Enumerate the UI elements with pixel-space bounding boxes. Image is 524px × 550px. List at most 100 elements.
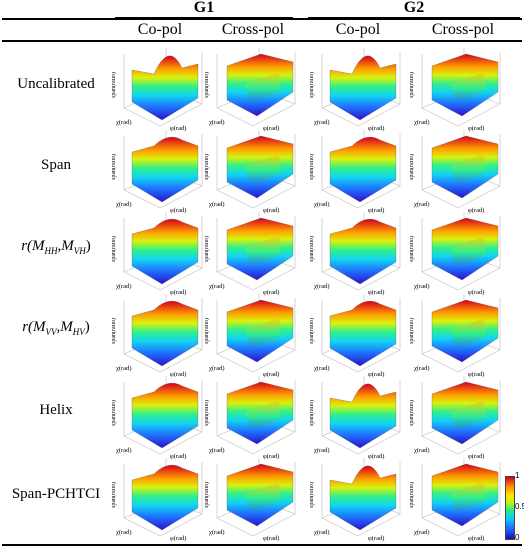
y-axis-label: φ(rad) — [263, 125, 279, 132]
y-axis-label: φ(rad) — [170, 453, 186, 460]
group1-header: G1 — [193, 0, 215, 16]
x-axis-label: χ(rad) — [116, 447, 132, 454]
polarization-signature-plot: span(ratio) χ(rad) φ(rad) — [310, 210, 406, 296]
x-axis-label: χ(rad) — [209, 529, 225, 536]
polarization-signature-plot: span(ratio) χ(rad) φ(rad) — [205, 46, 301, 132]
x-axis-label: χ(rad) — [314, 447, 330, 454]
header-rule — [2, 40, 522, 42]
x-axis-label: χ(rad) — [116, 119, 132, 126]
y-axis-label: φ(rad) — [170, 371, 186, 378]
polarization-signature-plot: span(ratio) χ(rad) φ(rad) — [410, 292, 506, 378]
x-axis-label: χ(rad) — [209, 119, 225, 126]
polarization-signature-plot: span(ratio) χ(rad) φ(rad) — [310, 374, 406, 460]
z-axis-label: span(ratio) — [112, 482, 117, 508]
colorbar-min-label: 0 — [515, 533, 520, 542]
z-axis-label: span(ratio) — [410, 400, 415, 426]
x-axis-label: χ(rad) — [414, 365, 430, 372]
bottom-rule — [2, 544, 522, 546]
z-axis-label: span(ratio) — [112, 154, 117, 180]
x-axis-label: χ(rad) — [414, 447, 430, 454]
y-axis-label: φ(rad) — [263, 207, 279, 214]
polarization-signature-plot: span(ratio) χ(rad) φ(rad) — [410, 46, 506, 132]
y-axis-label: φ(rad) — [170, 289, 186, 296]
z-axis-label: span(ratio) — [112, 72, 117, 98]
polarization-signature-plot: span(ratio) χ(rad) φ(rad) — [205, 456, 301, 542]
x-axis-label: χ(rad) — [314, 201, 330, 208]
col-header-g1-copol: Co-pol — [137, 21, 183, 38]
y-axis-label: φ(rad) — [263, 453, 279, 460]
y-axis-label: φ(rad) — [368, 125, 384, 132]
row-label-r-mvv-mhv: r(MVV,MHV) — [22, 319, 90, 337]
polarization-signature-plot: span(ratio) χ(rad) φ(rad) — [410, 128, 506, 214]
col-header-g1-crosspol: Cross-pol — [221, 21, 285, 38]
z-axis-label: span(ratio) — [112, 400, 117, 426]
x-axis-label: χ(rad) — [116, 365, 132, 372]
col-header-g2-copol: Co-pol — [335, 21, 381, 38]
polarization-signature-plot: span(ratio) χ(rad) φ(rad) — [112, 292, 208, 378]
x-axis-label: χ(rad) — [414, 119, 430, 126]
z-axis-label: span(ratio) — [205, 318, 210, 344]
y-axis-label: φ(rad) — [468, 125, 484, 132]
z-axis-label: span(ratio) — [310, 400, 315, 426]
y-axis-label: φ(rad) — [368, 289, 384, 296]
x-axis-label: χ(rad) — [414, 201, 430, 208]
y-axis-label: φ(rad) — [368, 535, 384, 542]
polarization-signature-plot: span(ratio) χ(rad) φ(rad) — [112, 456, 208, 542]
group1-underline — [115, 17, 293, 18]
x-axis-label: χ(rad) — [209, 365, 225, 372]
y-axis-label: φ(rad) — [468, 289, 484, 296]
y-axis-label: φ(rad) — [263, 371, 279, 378]
polarization-signature-plot: span(ratio) χ(rad) φ(rad) — [310, 128, 406, 214]
x-axis-label: χ(rad) — [116, 283, 132, 290]
polarization-signature-plot: span(ratio) χ(rad) φ(rad) — [205, 292, 301, 378]
z-axis-label: span(ratio) — [205, 236, 210, 262]
y-axis-label: φ(rad) — [170, 535, 186, 542]
z-axis-label: span(ratio) — [205, 72, 210, 98]
x-axis-label: χ(rad) — [314, 529, 330, 536]
polarization-signature-plot: span(ratio) χ(rad) φ(rad) — [205, 374, 301, 460]
x-axis-label: χ(rad) — [314, 365, 330, 372]
y-axis-label: φ(rad) — [468, 535, 484, 542]
x-axis-label: χ(rad) — [414, 283, 430, 290]
x-axis-label: χ(rad) — [209, 201, 225, 208]
polarization-signature-plot: span(ratio) χ(rad) φ(rad) — [112, 374, 208, 460]
y-axis-label: φ(rad) — [468, 453, 484, 460]
z-axis-label: span(ratio) — [410, 154, 415, 180]
x-axis-label: χ(rad) — [116, 201, 132, 208]
row-label-span-pchtci: Span-PCHTCI — [11, 486, 101, 502]
y-axis-label: φ(rad) — [468, 371, 484, 378]
z-axis-label: span(ratio) — [310, 318, 315, 344]
y-axis-label: φ(rad) — [170, 125, 186, 132]
polarization-signature-plot: span(ratio) χ(rad) φ(rad) — [205, 128, 301, 214]
top-rule — [2, 18, 522, 20]
row-label-r-mhh-mvh: r(MHH,MVH) — [21, 238, 91, 256]
y-axis-label: φ(rad) — [368, 207, 384, 214]
z-axis-label: span(ratio) — [410, 236, 415, 262]
y-axis-label: φ(rad) — [368, 371, 384, 378]
col-header-g2-crosspol: Cross-pol — [431, 21, 495, 38]
y-axis-label: φ(rad) — [263, 535, 279, 542]
z-axis-label: span(ratio) — [310, 482, 315, 508]
row-label-helix: Helix — [39, 402, 73, 418]
z-axis-label: span(ratio) — [310, 236, 315, 262]
polarization-signature-plot: span(ratio) χ(rad) φ(rad) — [410, 210, 506, 296]
group2-header: G2 — [403, 0, 425, 16]
polarization-signature-plot: span(ratio) χ(rad) φ(rad) — [112, 210, 208, 296]
x-axis-label: χ(rad) — [209, 447, 225, 454]
polarization-signature-plot: span(ratio) χ(rad) φ(rad) — [310, 292, 406, 378]
group2-underline — [308, 17, 520, 18]
z-axis-label: span(ratio) — [205, 482, 210, 508]
y-axis-label: φ(rad) — [368, 453, 384, 460]
colorbar-max-label: 1 — [515, 471, 520, 480]
z-axis-label: span(ratio) — [112, 318, 117, 344]
z-axis-label: span(ratio) — [410, 482, 415, 508]
x-axis-label: χ(rad) — [414, 529, 430, 536]
z-axis-label: span(ratio) — [410, 72, 415, 98]
polarization-signature-plot: span(ratio) χ(rad) φ(rad) — [310, 456, 406, 542]
z-axis-label: span(ratio) — [310, 72, 315, 98]
z-axis-label: span(ratio) — [205, 400, 210, 426]
polarization-signature-plot: span(ratio) χ(rad) φ(rad) — [112, 128, 208, 214]
row-label-span: Span — [41, 157, 71, 173]
polarization-signature-plot: span(ratio) χ(rad) φ(rad) — [410, 456, 506, 542]
z-axis-label: span(ratio) — [410, 318, 415, 344]
